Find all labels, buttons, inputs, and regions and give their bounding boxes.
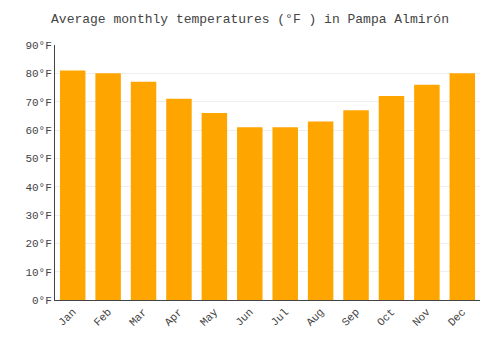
svg-text:Oct: Oct [375, 306, 397, 328]
svg-text:Average monthly temperatures (: Average monthly temperatures (°F ) in Pa… [51, 12, 449, 27]
svg-text:Dec: Dec [446, 306, 468, 328]
svg-text:Feb: Feb [92, 306, 114, 328]
svg-text:30°F: 30°F [25, 210, 51, 222]
svg-text:May: May [198, 306, 221, 329]
svg-text:Sep: Sep [340, 306, 362, 328]
svg-text:90°F: 90°F [25, 40, 51, 52]
svg-text:Jul: Jul [269, 306, 291, 328]
svg-text:50°F: 50°F [25, 153, 51, 165]
svg-text:Jan: Jan [56, 306, 78, 328]
svg-text:80°F: 80°F [25, 68, 51, 80]
svg-text:Apr: Apr [162, 306, 184, 328]
svg-text:Aug: Aug [304, 306, 326, 328]
svg-text:20°F: 20°F [25, 238, 51, 250]
svg-text:0°F: 0°F [32, 295, 52, 307]
svg-text:Mar: Mar [127, 306, 149, 328]
svg-text:Jun: Jun [233, 306, 255, 328]
svg-text:70°F: 70°F [25, 97, 51, 109]
svg-text:Nov: Nov [410, 306, 433, 329]
svg-text:10°F: 10°F [25, 267, 51, 279]
svg-text:60°F: 60°F [25, 125, 51, 137]
svg-text:40°F: 40°F [25, 182, 51, 194]
